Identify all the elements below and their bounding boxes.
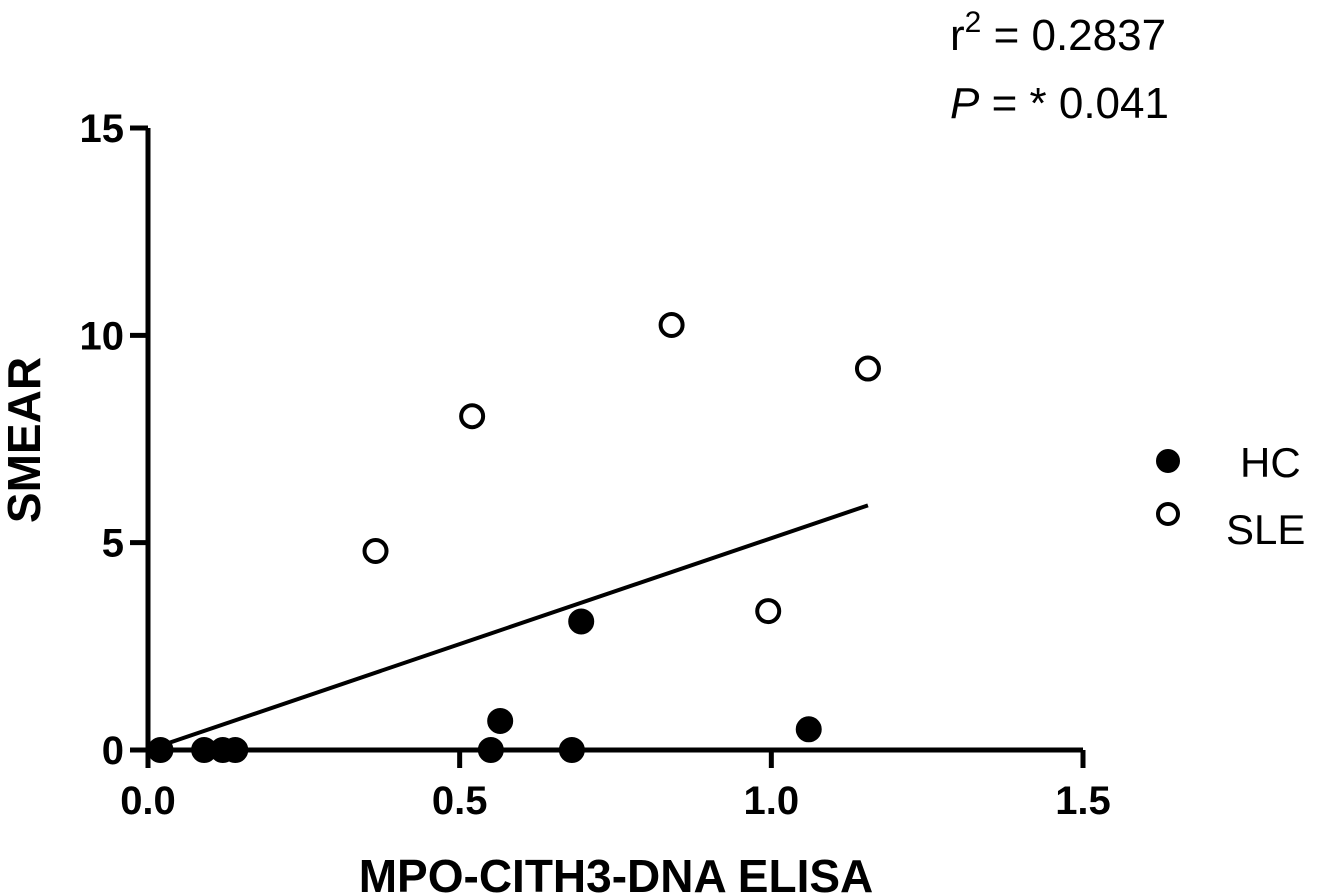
- r-squared-exponent: 2: [965, 6, 982, 39]
- p-value-text: = * 0.041: [979, 79, 1169, 128]
- hc-data-point: [487, 707, 514, 734]
- y-tick-label: 15: [80, 107, 125, 151]
- y-ticks: 0 5 10 15: [80, 107, 148, 773]
- p-value-annotation: P = * 0.041: [950, 79, 1169, 128]
- sle-data-point: [459, 403, 486, 430]
- hc-data-point: [477, 737, 504, 763]
- sle-data-point: [854, 355, 881, 382]
- x-tick-label: 1.0: [744, 779, 800, 823]
- legend: HC SLE: [1156, 439, 1305, 553]
- x-axis-title: MPO-CITH3-DNA ELISA: [359, 850, 874, 896]
- y-tick-label: 0: [102, 729, 124, 773]
- r-squared-value: = 0.2837: [981, 11, 1166, 60]
- hc-data-point: [568, 608, 595, 635]
- data-points: [147, 311, 881, 763]
- x-tick-label: 1.5: [1055, 779, 1111, 823]
- x-ticks: 0.0 0.5 1.0 1.5: [120, 750, 1111, 823]
- x-tick-label: 0.5: [432, 779, 488, 823]
- legend-label-sle: SLE: [1226, 506, 1305, 553]
- sle-data-point: [755, 598, 782, 625]
- axes: [145, 128, 1083, 753]
- hc-data-point: [147, 737, 174, 763]
- legend-marker-hc: [1156, 449, 1180, 473]
- y-tick-label: 10: [80, 314, 125, 358]
- hc-data-point: [222, 737, 249, 763]
- y-axis-title: SMEAR: [0, 357, 50, 523]
- p-value-label: P: [950, 79, 980, 128]
- regression-line: [147, 503, 869, 752]
- sle-data-point: [658, 311, 685, 338]
- stats-annotation: r2 = 0.2837 P = * 0.041: [950, 6, 1169, 128]
- hc-data-point: [795, 716, 822, 743]
- y-tick-label: 5: [102, 522, 124, 566]
- x-tick-label: 0.0: [120, 779, 176, 823]
- r-squared-annotation: r2 = 0.2837: [950, 6, 1166, 60]
- hc-data-point: [558, 737, 585, 763]
- legend-marker-sle: [1156, 502, 1180, 526]
- legend-label-hc: HC: [1240, 439, 1301, 486]
- sle-data-point: [362, 537, 389, 564]
- r-squared-prefix: r: [950, 11, 965, 60]
